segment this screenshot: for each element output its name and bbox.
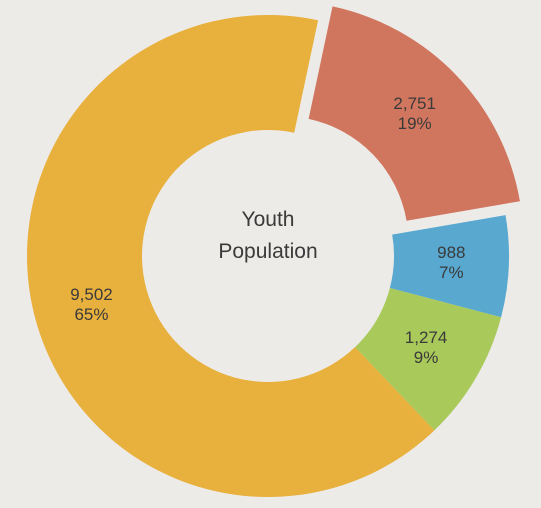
donut-slices (27, 6, 520, 498)
center-label-line-1: Youth (242, 208, 295, 231)
slice-percent-label-1: 7% (439, 263, 464, 282)
slice-value-label-2: 1,274 (405, 328, 448, 347)
slice-percent-label-3: 65% (74, 305, 108, 324)
slice-value-label-3: 9,502 (70, 285, 113, 304)
slice-percent-label-2: 9% (414, 348, 439, 367)
donut-slice-3 (27, 15, 435, 498)
slice-value-label-1: 988 (437, 243, 465, 262)
donut-slice-2 (355, 288, 502, 431)
slice-percent-label-0: 19% (398, 114, 432, 133)
donut-slice-0 (308, 6, 520, 221)
donut-slice-1 (389, 215, 510, 318)
center-label-line-2: Population (218, 240, 317, 263)
slice-value-label-0: 2,751 (393, 94, 436, 113)
